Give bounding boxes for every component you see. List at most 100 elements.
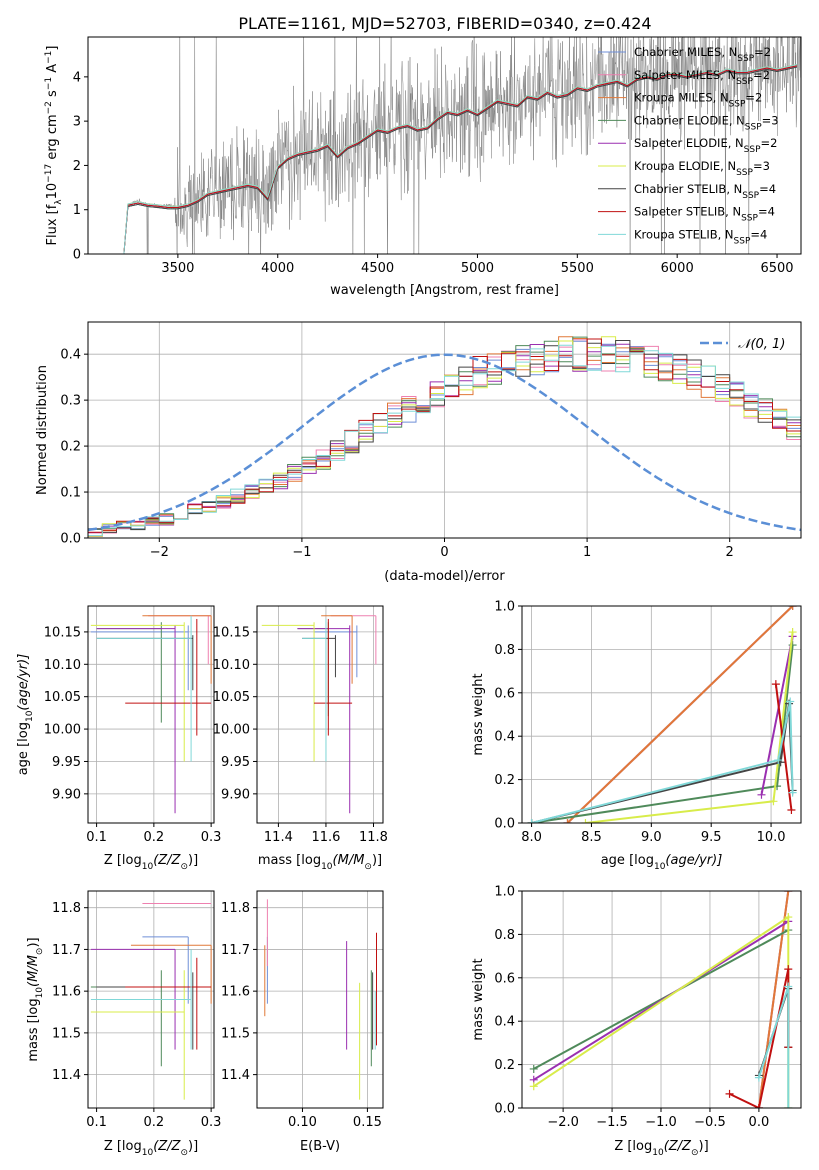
weight-marker-kroupa-elodie [769,797,778,806]
y-tick-label: 1 [73,203,81,218]
x-tick-label: −1.5 [596,1115,628,1130]
y-tick-label: 0.4 [494,1015,515,1030]
x-tick-label: 11.6 [311,830,340,845]
weight-marker-kroupa-stelib [786,697,795,706]
y-axis-label: Normed distribution [35,365,50,495]
y-tick-label: 11.8 [221,901,250,916]
model-spectrum-chabrier-stelib [123,66,798,254]
weight-marker-kroupa-miles [563,819,572,823]
panel-weight-vs-z: −2.0 −1.5 −1.0 −0.5 0.0 0.0 0.2 0.4 0.6 0.8 1.0 Z [… [471,885,802,1158]
model-spectrum-salpeter-stelib [123,65,798,254]
y-tick-label: 10.00 [44,723,81,738]
y-tick-label: 0.4 [60,348,81,363]
y-tick-label: 0.8 [494,643,515,658]
x-tick-label: −2 [150,545,169,560]
weight-marker-kroupa-stelib [788,788,797,797]
plot-area [123,37,801,254]
weight-line-salpeter-elodie [760,636,794,795]
y-tick-label: 11.4 [221,1068,250,1083]
x-axis-label: (data-model)/error [384,569,505,584]
y-tick-label: 4 [73,70,81,85]
x-tick-label: 9.5 [701,830,722,845]
y-tick-label: 11.6 [52,985,81,1000]
y-tick-label: 0.0 [60,532,81,547]
weight-marker-salpeter-stelib [754,1104,763,1108]
y-tick-label: 3 [73,115,81,130]
x-tick-label: 0.2 [144,830,165,845]
legend-label-gaussian: 𝒩(0, 1) [738,337,785,352]
x-tick-label: 6000 [661,261,694,276]
x-axis-label: wavelength [Angstrom, rest frame] [330,283,559,298]
weight-marker-salpeter-stelib [771,680,780,689]
weight-marker-kroupa-elodie [788,628,797,637]
weight-marker-salpeter-stelib [725,1089,734,1098]
axes-frame [256,890,384,1109]
x-axis-label: Z [log10(Z/Z⊙)] [614,1139,708,1158]
y-tick-label: 10.10 [44,658,81,673]
weight-marker-kroupa-stelib [784,982,793,991]
weight-marker-kroupa-stelib [784,1104,793,1108]
axes-frame [256,605,384,824]
y-tick-label: 9.95 [221,755,250,770]
weight-marker-salpeter-elodie [757,790,766,799]
y-tick-label: 10.15 [213,625,250,640]
y-tick-label: 0.1 [60,486,81,501]
y-axis-label: mass weight [471,958,486,1040]
weight-marker-kroupa-miles [784,891,793,895]
panel-residuals: −2 −1 0 1 2 0.0 0.1 0.2 0.3 0.4 𝒩(0, 1) (data-model… [35,321,802,584]
y-tick-label: 10.10 [213,658,250,673]
plot-area [264,899,378,1100]
x-axis-label: Z [log10(Z/Z⊙)] [104,1139,198,1158]
x-tick-label: 11.8 [359,830,388,845]
panel-weight-vs-age: 8.0 8.5 9.0 9.5 10.0 0.0 0.2 0.4 0.6 0.8 1.0 age [l… [471,600,802,872]
weight-marker-kroupa-elodie [581,819,590,823]
x-tick-label: 8.0 [521,830,542,845]
model-spectrum-kroupa-stelib [123,64,798,254]
y-tick-label: 2 [73,159,81,174]
y-tick-label: 10.15 [44,625,81,640]
plot-area [90,903,212,1100]
x-axis-label: age [log10(age/yr)] [601,853,723,872]
legend-label-chabrier-stelib: Chabrier STELIB, NSSP=4 [634,182,776,201]
weight-line-kroupa-miles [757,891,790,1108]
x-tick-label: 6500 [760,261,793,276]
panel-mass-vs-z: 0.1 0.2 0.3 11.4 11.5 11.6 11.7 11.8 Z [log10(Z/… [26,890,221,1158]
legend: Chabrier MILES, NSSP=2 Salpeter MILES, NS… [598,45,779,246]
legend-label-salpeter-elodie: Salpeter ELODIE, NSSP=2 [634,136,777,155]
axes-frame [87,36,802,255]
y-tick-label: 11.5 [221,1026,250,1041]
x-axis-label: mass [log10(M/M⊙)] [258,853,382,872]
y-tick-label: 0.2 [60,440,81,455]
plot-area [90,615,212,814]
legend-label-salpeter-miles: Salpeter MILES, NSSP=2 [634,68,770,87]
y-tick-label: 0.2 [494,773,515,788]
weight-marker-chabrier-elodie [529,1064,538,1073]
x-tick-label: 10.0 [757,830,786,845]
legend-label-kroupa-miles: Kroupa MILES, NSSP=2 [634,91,762,110]
y-tick-label: 0.2 [494,1058,515,1073]
weight-marker-kroupa-elodie [784,913,793,922]
plot-area [529,891,793,1108]
x-tick-label: 0.1 [86,1115,107,1130]
figure-title: PLATE=1161, MJD=52703, FIBERID=0340, z=0… [238,14,651,33]
axes-frame [521,605,802,824]
legend-label-salpeter-stelib: Salpeter STELIB, NSSP=4 [634,205,775,224]
weight-marker-kroupa-miles [788,606,797,610]
y-axis-label: Flux [fλ10−17 erg cm−2 s−1 A−1] [44,46,64,246]
x-tick-label: −0.5 [694,1115,726,1130]
weight-marker-kroupa-elodie [529,1082,538,1091]
x-tick-label: 0.10 [288,1115,317,1130]
x-tick-label: 0.0 [749,1115,770,1130]
y-axis-label: age [log10(age/yr)] [16,654,35,776]
y-tick-label: 0.0 [494,1102,515,1117]
y-axis-label: mass [log10(M/M⊙)] [26,937,45,1061]
weight-line-kroupa-stelib [531,701,794,823]
plot-area [88,336,801,537]
histogram-kroupa-stelib [88,344,801,537]
x-tick-label: 2 [726,545,734,560]
y-tick-label: 0.4 [494,730,515,745]
y-tick-label: 11.8 [52,901,81,916]
y-tick-label: 9.90 [52,787,81,802]
legend-label-kroupa-elodie: Kroupa ELODIE, NSSP=3 [634,159,770,178]
